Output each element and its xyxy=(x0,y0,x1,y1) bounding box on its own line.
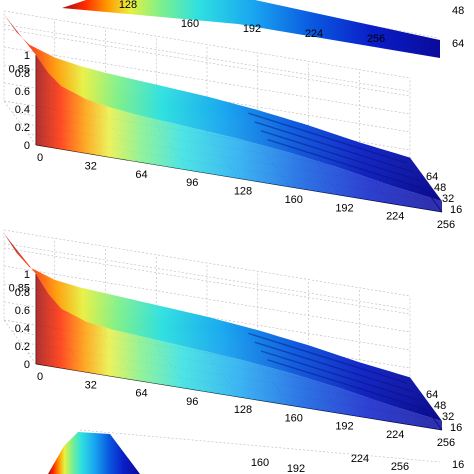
surface-shading xyxy=(4,233,442,421)
grid-line-z xyxy=(3,46,411,115)
grid-line-z xyxy=(3,229,411,297)
x-tick-label: 160 xyxy=(181,18,199,30)
x-tick-label: 128 xyxy=(234,186,252,198)
surface-ridge xyxy=(254,121,414,173)
x-tick-label: 256 xyxy=(367,33,385,45)
surface-front-face xyxy=(36,55,442,212)
x-tick-label: 96 xyxy=(186,177,198,189)
y-tick-label: 64 xyxy=(426,389,438,401)
z-tick-label: 0.6 xyxy=(15,305,30,317)
x-tick-label: 256 xyxy=(437,219,455,231)
grid-line xyxy=(79,429,441,463)
surface-top-fragment xyxy=(62,0,440,58)
x-tick-label: 0 xyxy=(37,152,43,164)
surface-shading xyxy=(4,14,442,202)
surface-top-fragment xyxy=(48,432,140,474)
z-tick-label: 0 xyxy=(24,359,30,371)
x-tick-label: 96 xyxy=(186,396,198,408)
grid-line-z xyxy=(3,247,411,315)
x-tick-label: 128 xyxy=(119,0,137,11)
grid-line-z xyxy=(3,10,411,79)
y-tick-label: 16 xyxy=(452,459,464,471)
surface-ridge xyxy=(248,332,408,384)
x-tick-label: 32 xyxy=(85,379,97,391)
x-tick-label: 0 xyxy=(37,371,43,383)
x-tick-label: 224 xyxy=(386,211,404,223)
x-tick-label: 192 xyxy=(335,421,353,433)
y-tick-label: 16 xyxy=(450,422,462,434)
z-tick-label: 0.4 xyxy=(15,104,30,116)
grid-line-z xyxy=(3,265,411,333)
y-tick-label: 48 xyxy=(452,5,464,17)
surface-ridge xyxy=(267,359,427,410)
y-tick-label: 32 xyxy=(442,193,454,205)
x-tick-label: 160 xyxy=(285,412,303,424)
surface-front-face xyxy=(36,274,442,430)
x-tick-label: 32 xyxy=(85,160,97,172)
x-tick-label: 192 xyxy=(287,463,305,474)
z-tick-label: 0.85 xyxy=(9,64,30,76)
z-tick-label: 0.6 xyxy=(15,86,30,98)
z-tick-label: 0.8 xyxy=(15,287,30,299)
surface-ridge xyxy=(248,112,408,164)
z-tick-label: 0.8 xyxy=(15,68,30,80)
x-tick-label: 64 xyxy=(135,388,147,400)
x-tick-label: 224 xyxy=(386,429,404,441)
grid-line-z xyxy=(3,24,411,92)
z-tick-label: 0.85 xyxy=(9,283,30,295)
surface-ridge xyxy=(267,138,427,191)
z-tick-label: 0.2 xyxy=(15,341,30,353)
x-tick-label: 224 xyxy=(351,453,369,465)
z-tick-label: 1 xyxy=(24,269,30,281)
x-tick-label: 256 xyxy=(391,461,409,473)
surface-ridge xyxy=(260,130,420,182)
grid-line-z xyxy=(3,243,411,310)
surface-plot-bottom xyxy=(79,429,441,463)
x-tick-label: 128 xyxy=(234,404,252,416)
x-tick-label: 192 xyxy=(335,202,353,214)
y-tick-label: 48 xyxy=(434,400,446,412)
z-tick-label: 0.4 xyxy=(15,323,30,335)
y-tick-label: 32 xyxy=(442,411,454,423)
x-tick-label: 192 xyxy=(243,23,261,35)
z-tick-label: 0.2 xyxy=(15,122,30,134)
z-tick-label: 1 xyxy=(24,50,30,62)
x-tick-label: 256 xyxy=(437,437,455,449)
grid-line-z xyxy=(3,28,411,97)
surface-ridge xyxy=(260,350,420,402)
y-tick-label: 16 xyxy=(450,204,462,216)
x-tick-label: 224 xyxy=(305,28,323,40)
y-tick-label: 64 xyxy=(426,171,438,183)
y-tick-label: 48 xyxy=(434,182,446,194)
x-tick-label: 64 xyxy=(135,169,147,181)
z-tick-label: 0 xyxy=(24,140,30,152)
y-tick-label: 64 xyxy=(452,38,464,50)
x-tick-label: 160 xyxy=(251,457,269,469)
surface-ridge xyxy=(254,341,414,393)
x-tick-label: 160 xyxy=(285,194,303,206)
